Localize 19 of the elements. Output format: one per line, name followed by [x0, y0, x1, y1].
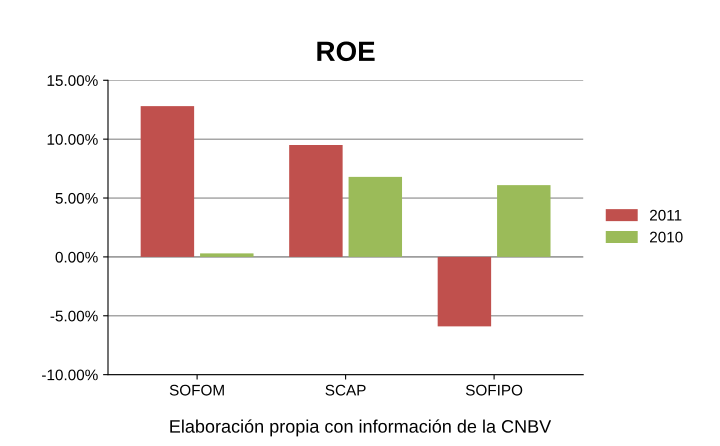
bar — [348, 176, 402, 257]
bar — [289, 145, 343, 257]
bar — [438, 256, 492, 326]
y-tick-label: 15.00% — [48, 75, 98, 86]
legend-label: 2011 — [650, 210, 682, 221]
y-tick-label: 10.00% — [48, 134, 98, 145]
x-tick-label: SOFIPO — [466, 384, 522, 396]
chart-title: ROE — [317, 41, 375, 62]
y-tick-label: -5.00% — [50, 310, 98, 322]
y-tick-label: -10.00% — [42, 370, 98, 380]
legend-label: 2010 — [650, 232, 683, 242]
bar — [497, 185, 551, 257]
text: Elaboración propia con información de la CNBV — [170, 419, 552, 436]
y-tick-label: 5.00% — [56, 192, 98, 204]
x-tick-label: SCAP — [325, 384, 366, 396]
y-tick-label: 0.00% — [56, 252, 98, 263]
x-tick-label: SOFOM — [170, 384, 224, 396]
bar — [200, 253, 254, 257]
bar — [140, 106, 194, 257]
